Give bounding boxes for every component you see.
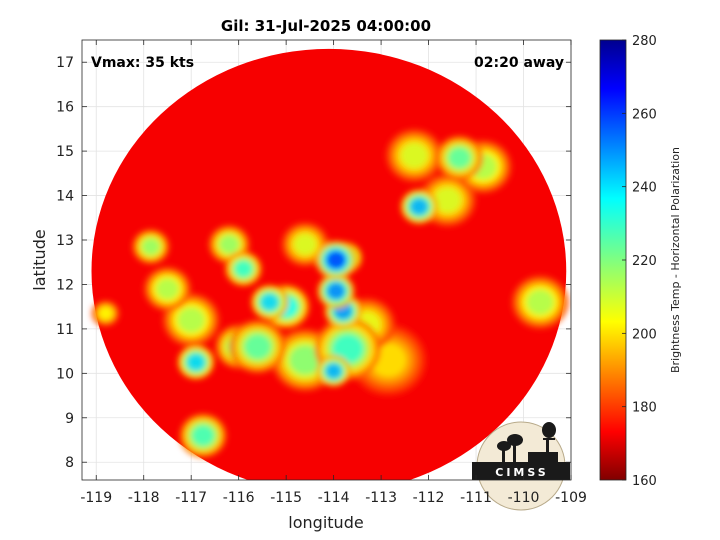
y-tick-label: 12 bbox=[56, 277, 74, 293]
feature-cell bbox=[410, 198, 429, 216]
feature-cell bbox=[289, 345, 321, 375]
y-tick-label: 13 bbox=[56, 233, 74, 249]
x-axis-label: longitude bbox=[288, 513, 363, 532]
axes-frame bbox=[81, 39, 572, 481]
feature-cell bbox=[141, 238, 160, 256]
y-tick-label: 10 bbox=[56, 366, 74, 382]
y-tick-label: 9 bbox=[65, 411, 74, 427]
x-tick-label: -116 bbox=[223, 490, 255, 506]
feature-cell bbox=[177, 307, 205, 333]
colorbar-tick-label: 260 bbox=[632, 107, 657, 122]
y-tick-label: 15 bbox=[56, 144, 74, 160]
y-tick-label: 16 bbox=[56, 100, 74, 116]
feature-cell bbox=[448, 147, 471, 169]
x-tick-label: -112 bbox=[413, 490, 445, 506]
feature-cell bbox=[156, 278, 179, 300]
time-away-annotation: 02:20 away bbox=[474, 55, 564, 71]
feature-cell bbox=[325, 363, 342, 379]
feature-cell bbox=[219, 235, 240, 254]
convection-features bbox=[91, 128, 569, 458]
feature-cell bbox=[434, 187, 462, 213]
y-tick-label: 17 bbox=[56, 55, 74, 71]
feature-cell bbox=[98, 307, 113, 320]
feature-cell bbox=[186, 353, 205, 371]
x-tick-label: -117 bbox=[175, 490, 207, 506]
cimss-logo: CIMSS bbox=[472, 421, 570, 511]
x-tick-label: -114 bbox=[318, 490, 350, 506]
x-tick-label: -110 bbox=[508, 490, 540, 506]
colorbar-tick-label: 160 bbox=[632, 474, 657, 489]
feature-cell bbox=[191, 425, 215, 447]
heatmap-layer bbox=[91, 48, 569, 480]
feature-cell bbox=[326, 250, 346, 270]
logo-text: CIMSS bbox=[495, 466, 548, 479]
colorbar-tick-label: 240 bbox=[632, 181, 657, 196]
feature-cell bbox=[244, 334, 272, 360]
colorbar-tick-label: 280 bbox=[632, 34, 657, 49]
chart-title: Gil: 31-Jul-2025 04:00:00 bbox=[221, 17, 431, 35]
feature-cell bbox=[293, 233, 317, 255]
feature-cell bbox=[326, 282, 346, 300]
y-axis-ticks: 8 9 10 11 12 13 14 15 16 17 bbox=[56, 55, 571, 471]
y-axis-label: latitude bbox=[30, 229, 49, 290]
colorbar-tick-label: 180 bbox=[632, 401, 657, 416]
y-tick-label: 11 bbox=[56, 322, 74, 338]
colorbar-ticks: 160 180 200 220 240 260 280 bbox=[622, 34, 657, 489]
x-tick-label: -113 bbox=[365, 490, 397, 506]
y-tick-label: 8 bbox=[65, 455, 74, 471]
feature-cell bbox=[234, 260, 253, 278]
x-tick-label: -118 bbox=[128, 490, 160, 506]
water-tower-icon bbox=[546, 438, 549, 462]
colorbar-label: Brightness Temp - Horizontal Polarizatio… bbox=[669, 147, 682, 373]
x-tick-label: -111 bbox=[460, 490, 492, 506]
colorbar-tick-label: 200 bbox=[632, 327, 657, 342]
y-tick-label: 14 bbox=[56, 189, 74, 205]
colorbar-tick-label: 220 bbox=[632, 254, 657, 269]
x-tick-label: -109 bbox=[555, 490, 587, 506]
x-tick-label: -115 bbox=[270, 490, 302, 506]
feature-cell bbox=[526, 289, 554, 315]
x-axis-ticks: -119 -118 -117 -116 -115 -114 -113 -112 -111 -110… bbox=[80, 40, 587, 506]
vmax-annotation: Vmax: 35 kts bbox=[91, 55, 194, 71]
brightness-temp-swath bbox=[91, 48, 569, 480]
x-tick-label: -119 bbox=[80, 490, 112, 506]
feature-cell bbox=[400, 142, 428, 169]
feature-cell bbox=[260, 293, 279, 311]
